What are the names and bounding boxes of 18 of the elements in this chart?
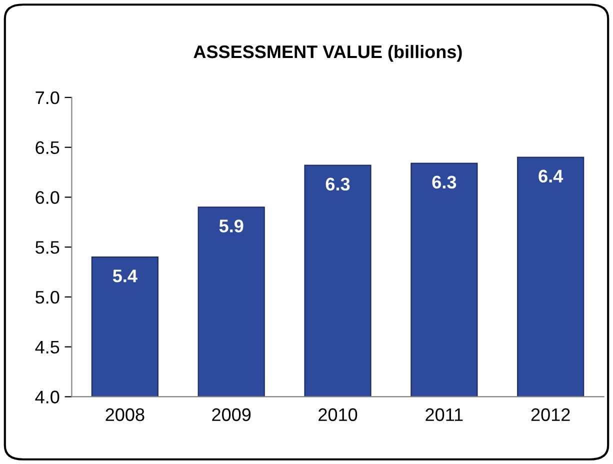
y-tick-label: 4.0 bbox=[35, 390, 60, 404]
x-tick-label: 2011 bbox=[426, 408, 463, 422]
y-tick-label: 5.0 bbox=[36, 290, 60, 304]
data-label: 6.3 bbox=[326, 178, 350, 191]
data-label: 6.4 bbox=[538, 170, 564, 183]
data-label: 6.3 bbox=[432, 176, 456, 189]
y-tick-label: 7.0 bbox=[36, 91, 60, 104]
y-tick-label: 6.0 bbox=[36, 191, 60, 204]
data-label: 5.9 bbox=[219, 220, 244, 232]
data-label: 5.4 bbox=[112, 270, 138, 282]
x-tick-label: 2012 bbox=[531, 408, 570, 422]
y-tick-label: 6.5 bbox=[36, 141, 60, 154]
x-tick-label: 2010 bbox=[318, 408, 358, 422]
y-tick-label: 4.5 bbox=[35, 340, 60, 354]
chart-title: ASSESSMENT VALUE (billions) bbox=[194, 44, 462, 62]
x-tick-label: 2008 bbox=[106, 408, 144, 422]
x-tick-label: 2009 bbox=[212, 408, 251, 422]
y-tick-label: 5.5 bbox=[36, 241, 60, 254]
